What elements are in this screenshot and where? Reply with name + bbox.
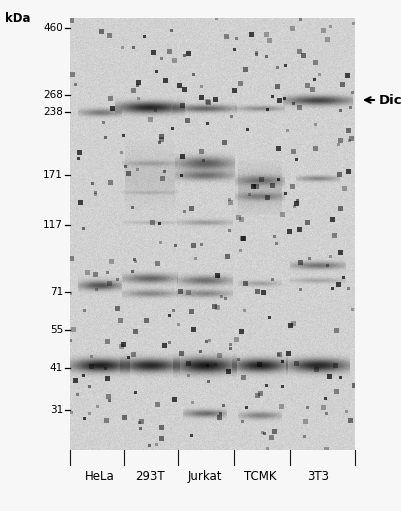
Text: HeLa: HeLa	[85, 470, 115, 483]
Text: 55: 55	[50, 325, 63, 335]
Text: Jurkat: Jurkat	[188, 470, 222, 483]
Text: Dicer: Dicer	[379, 94, 401, 106]
Text: 268: 268	[43, 90, 63, 100]
Text: TCMK: TCMK	[244, 470, 276, 483]
Text: 117: 117	[43, 220, 63, 230]
Text: 3T3: 3T3	[307, 470, 329, 483]
Text: 71: 71	[50, 287, 63, 297]
Text: 293T: 293T	[135, 470, 165, 483]
Text: kDa: kDa	[5, 12, 30, 25]
Text: 460: 460	[43, 23, 63, 33]
Text: 171: 171	[43, 170, 63, 180]
Text: 31: 31	[50, 405, 63, 415]
Text: 238: 238	[43, 107, 63, 117]
Text: 41: 41	[50, 363, 63, 373]
